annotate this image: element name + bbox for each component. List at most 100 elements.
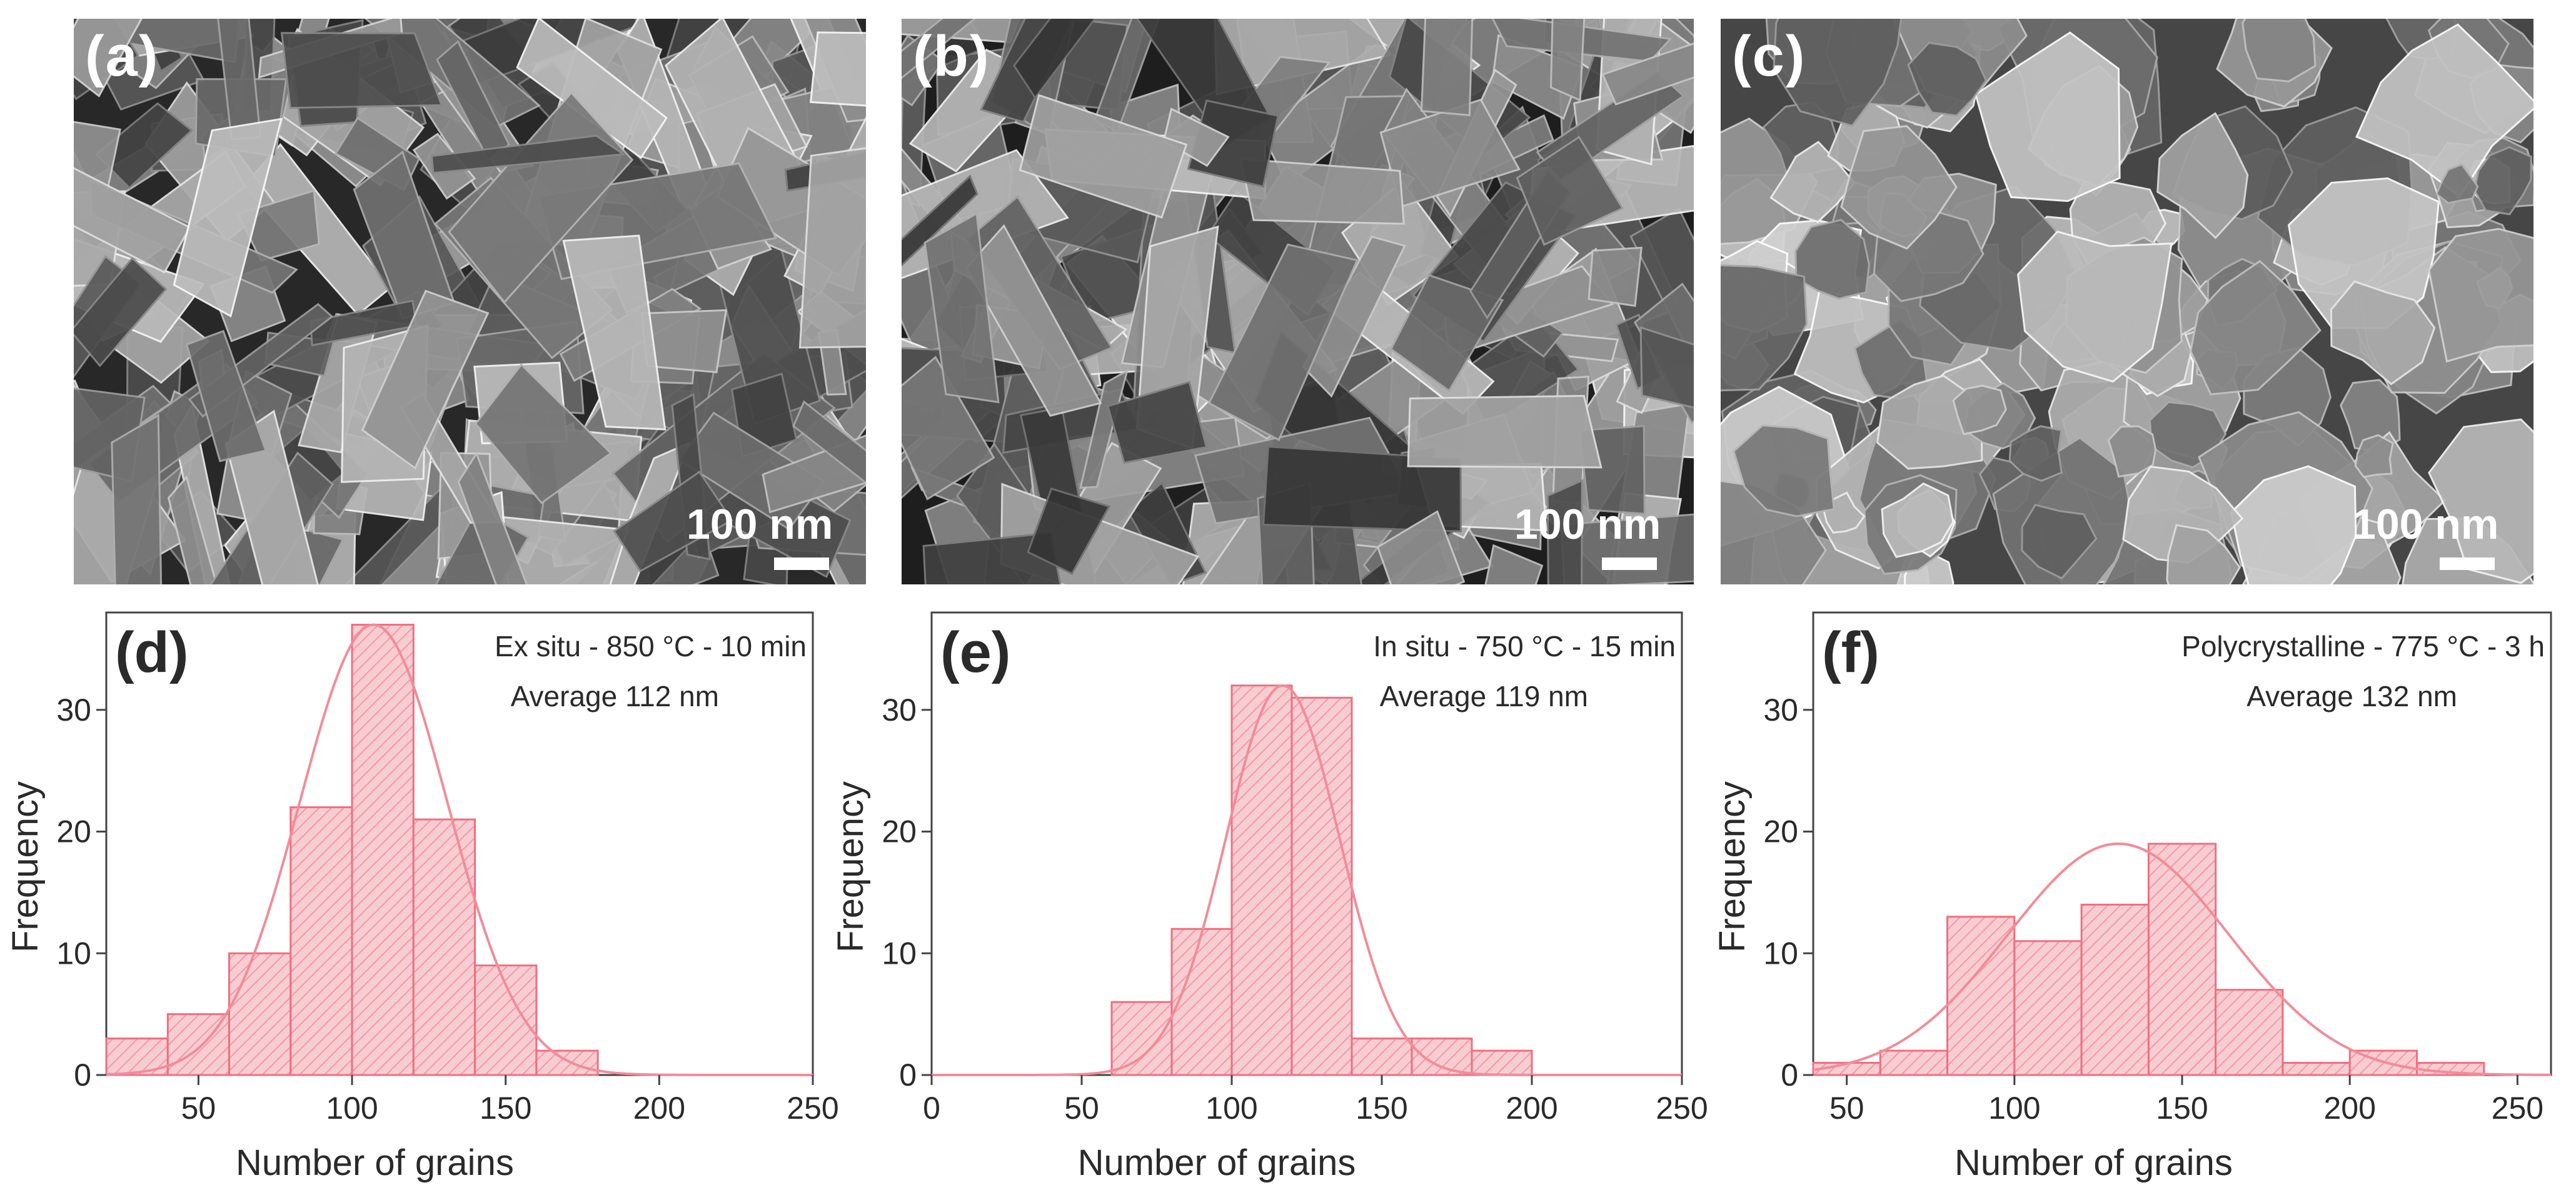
x-tick-label: 250 (1656, 1091, 1708, 1126)
grain (111, 414, 163, 584)
grain (902, 174, 979, 267)
grain (2330, 280, 2436, 386)
grain (2435, 163, 2479, 204)
y-tick-label: 30 (56, 692, 91, 728)
grain (361, 289, 490, 470)
y-tick-label: 30 (1763, 692, 1798, 728)
grain (1952, 384, 2007, 436)
histogram-f: 50 100 150 200 250 0 10 20 30 Number of grains Fre… (1712, 594, 2570, 1195)
histogram-bar (1110, 1001, 1173, 1076)
grain (2473, 146, 2532, 216)
x-tick-label: 200 (2323, 1091, 2375, 1126)
grain (1262, 446, 1462, 532)
histogram-d: 50 100 150 200 250 0 10 20 30 Number of grains Fre… (0, 594, 839, 1195)
grain (173, 118, 283, 318)
x-tick-label: 0 (923, 1091, 940, 1126)
grain (2355, 23, 2533, 198)
gaussian-fit-line (1813, 842, 2551, 1076)
histogram-bar (412, 818, 476, 1076)
grain (1379, 98, 1521, 208)
x-tick-label: 150 (2156, 1091, 2208, 1126)
grain (562, 234, 667, 431)
grain (1019, 94, 1188, 219)
scale-bar-label: 100 nm (1514, 501, 1661, 548)
y-tick-label: 10 (56, 936, 91, 971)
histogram-svg: 50 100 150 200 250 0 10 20 30 Number of grains Fre… (1712, 611, 2552, 1183)
grain (430, 134, 626, 174)
histogram-bar (1471, 1049, 1533, 1076)
grain (2021, 504, 2098, 580)
grain (2156, 112, 2249, 239)
scale-bar (774, 558, 829, 570)
grain (1079, 369, 1129, 489)
histogram-bar (535, 1049, 599, 1076)
grain (2166, 524, 2241, 584)
grain (2230, 465, 2357, 584)
x-tick-label: 250 (2492, 1091, 2543, 1126)
y-axis-label: Frequency (5, 781, 46, 952)
y-axis-label: Frequency (830, 781, 871, 952)
x-axis-label: Number of grains (1078, 1142, 1356, 1183)
grain (1516, 136, 1624, 246)
sem-image-c: (c) 100 nm (1721, 19, 2533, 584)
grain (74, 167, 191, 274)
histogram-svg: 50 100 150 200 250 0 10 20 30 Number of grains Fre… (5, 611, 839, 1183)
grain (1587, 246, 1643, 308)
grain (1162, 108, 1230, 168)
x-tick-label: 150 (1356, 1091, 1407, 1126)
grain (1773, 19, 1903, 127)
average-annotation: Average 132 nm (2246, 680, 2457, 712)
scale-bar (2440, 558, 2495, 570)
grain (1975, 31, 2121, 202)
grain (1601, 42, 1694, 106)
scale-bar-label: 100 nm (2352, 501, 2499, 548)
sem-texture (1721, 19, 2533, 584)
grain (457, 451, 528, 584)
grain (2016, 230, 2173, 383)
y-tick-label: 0 (1781, 1058, 1798, 1092)
x-axis-label: Number of grains (236, 1142, 514, 1183)
x-tick-label: 50 (1829, 1091, 1864, 1126)
grain (1549, 19, 1586, 102)
grain (809, 31, 866, 107)
grain (1420, 19, 1474, 117)
grain (613, 470, 733, 572)
histogram-bar (351, 624, 415, 1076)
x-tick-label: 100 (1988, 1091, 2040, 1126)
histogram-bar (1411, 1038, 1473, 1076)
scale-bar-label: 100 nm (687, 501, 833, 548)
grain (167, 475, 218, 584)
grain (1546, 479, 1583, 584)
average-annotation: Average 119 nm (1380, 680, 1588, 712)
histogram-bar (1351, 1038, 1413, 1076)
panel-label: (b) (913, 24, 990, 88)
histogram-bar (1879, 1049, 1949, 1076)
histogram-bar (228, 952, 292, 1076)
panel-label: (d) (115, 621, 188, 684)
y-tick-label: 20 (56, 814, 91, 849)
panel-label: (e) (940, 621, 1010, 684)
grain (2428, 418, 2533, 584)
histogram-bar (2013, 940, 2083, 1076)
histogram-bar (289, 806, 353, 1076)
grain (1484, 544, 1544, 584)
grain (74, 19, 143, 98)
grain (74, 256, 168, 368)
grain (2190, 259, 2322, 396)
grain (902, 356, 995, 501)
average-annotation: Average 112 nm (511, 680, 719, 712)
grain (1907, 41, 1988, 117)
panel-label: (f) (1822, 621, 1879, 684)
grain (792, 400, 866, 484)
grain (1721, 264, 1808, 392)
x-tick-label: 100 (326, 1091, 378, 1126)
grain (1407, 394, 1602, 469)
grain (1207, 243, 1359, 441)
histogram-bar (2080, 903, 2150, 1076)
y-tick-label: 30 (882, 692, 917, 728)
grain (1027, 487, 1111, 575)
y-tick-label: 0 (74, 1058, 91, 1092)
x-tick-label: 200 (1506, 1091, 1557, 1126)
gaussian-fit-line (106, 623, 813, 1076)
histogram-bar (2215, 989, 2284, 1076)
